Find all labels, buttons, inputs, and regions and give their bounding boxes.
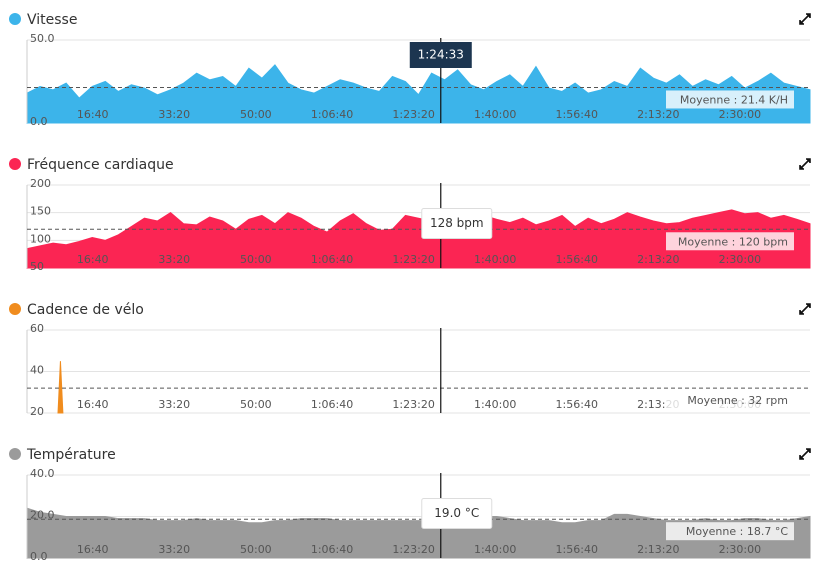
area — [26, 64, 811, 124]
x-tick-label: 1:40:00 — [474, 108, 516, 121]
x-tick-label: 1:06:40 — [311, 398, 353, 411]
x-tick-label: 1:56:40 — [556, 253, 598, 266]
x-tick-label: 33:20 — [158, 108, 190, 121]
x-tick-label: 1:56:40 — [556, 108, 598, 121]
x-tick-label: 2:13:20 — [637, 253, 679, 266]
x-tick-label: 1:23:20 — [392, 543, 434, 556]
average-label: Moyenne : 21.4 K/H — [680, 93, 788, 106]
x-tick-label: 16:40 — [77, 108, 109, 121]
y-tick-label: 60 — [30, 322, 44, 335]
cursor-time-box — [409, 42, 472, 68]
expand-icon[interactable] — [799, 303, 811, 315]
average-label: Moyenne : 18.7 °C — [686, 525, 788, 538]
y-tick-label: 0.0 — [30, 115, 48, 128]
x-tick-label: 1:06:40 — [311, 253, 353, 266]
average-box — [666, 522, 794, 541]
x-tick-label: 1:06:40 — [311, 108, 353, 121]
x-tick-label: 16:40 — [77, 253, 109, 266]
x-tick-label: 1:23:20 — [392, 108, 434, 121]
y-tick-label: 50.0 — [30, 32, 55, 45]
x-tick-label: 2:30:00 — [719, 108, 761, 121]
average-label: Moyenne : 120 bpm — [678, 235, 788, 248]
x-tick-label: 33:20 — [158, 543, 190, 556]
x-tick-label: 1:40:00 — [474, 398, 516, 411]
x-tick-label: 1:56:40 — [556, 398, 598, 411]
average-box — [666, 90, 794, 109]
tooltip-box — [421, 498, 493, 529]
y-tick-label: 200 — [30, 177, 51, 190]
tooltip-value: 19.0 °C — [434, 506, 479, 520]
x-tick-label: 50:00 — [240, 398, 272, 411]
chart-title: Fréquence cardiaque — [27, 157, 174, 173]
chart-title: Cadence de vélo — [27, 302, 144, 318]
x-tick-label: 1:40:00 — [474, 543, 516, 556]
y-tick-label: 50 — [30, 260, 44, 273]
expand-icon[interactable] — [799, 448, 811, 460]
x-tick-label: 33:20 — [158, 253, 190, 266]
x-tick-label: 50:00 — [240, 543, 272, 556]
expand-icons[interactable] — [799, 13, 811, 460]
x-tick-label: 16:40 — [77, 398, 109, 411]
x-tick-label: 2:13:20 — [637, 543, 679, 556]
y-tick-label: 0.0 — [30, 550, 48, 563]
legend-dot — [9, 448, 21, 460]
y-tick-label: 40 — [30, 364, 44, 377]
y-tick-label: 40.0 — [30, 467, 55, 480]
expand-icon[interactable] — [799, 158, 811, 170]
average-box — [666, 391, 794, 410]
x-tick-label: 1:23:20 — [392, 398, 434, 411]
y-tick-label: 20.0 — [30, 509, 55, 522]
x-tick-label: 1:40:00 — [474, 253, 516, 266]
x-tick-label: 2:30:00 — [719, 543, 761, 556]
x-tick-label: 33:20 — [158, 398, 190, 411]
legend-dot — [9, 303, 21, 315]
x-tick-label: 16:40 — [77, 543, 109, 556]
x-tick-label: 1:06:40 — [311, 543, 353, 556]
legend-dot — [9, 13, 21, 25]
x-tick-label: 1:23:20 — [392, 253, 434, 266]
area — [57, 361, 64, 414]
y-tick-label: 150 — [30, 205, 51, 218]
x-tick-label: 2:13:20 — [637, 108, 679, 121]
x-tick-label: 50:00 — [240, 253, 272, 266]
x-tick-label: 50:00 — [240, 108, 272, 121]
x-tick-label: 2:30:00 — [719, 253, 761, 266]
legend-dot — [9, 158, 21, 170]
chart-title: Température — [26, 447, 116, 463]
average-label: Moyenne : 32 rpm — [687, 394, 788, 407]
chart-title: Vitesse — [27, 12, 77, 28]
x-tick-label: 1:56:40 — [556, 543, 598, 556]
average-box — [666, 232, 794, 251]
y-tick-label: 100 — [30, 232, 51, 245]
expand-icon[interactable] — [799, 13, 811, 25]
tooltip-box — [421, 208, 493, 239]
tooltip-value: 128 bpm — [430, 216, 484, 230]
y-tick-label: 20 — [30, 405, 44, 418]
cursor-time: 1:24:33 — [418, 48, 464, 62]
